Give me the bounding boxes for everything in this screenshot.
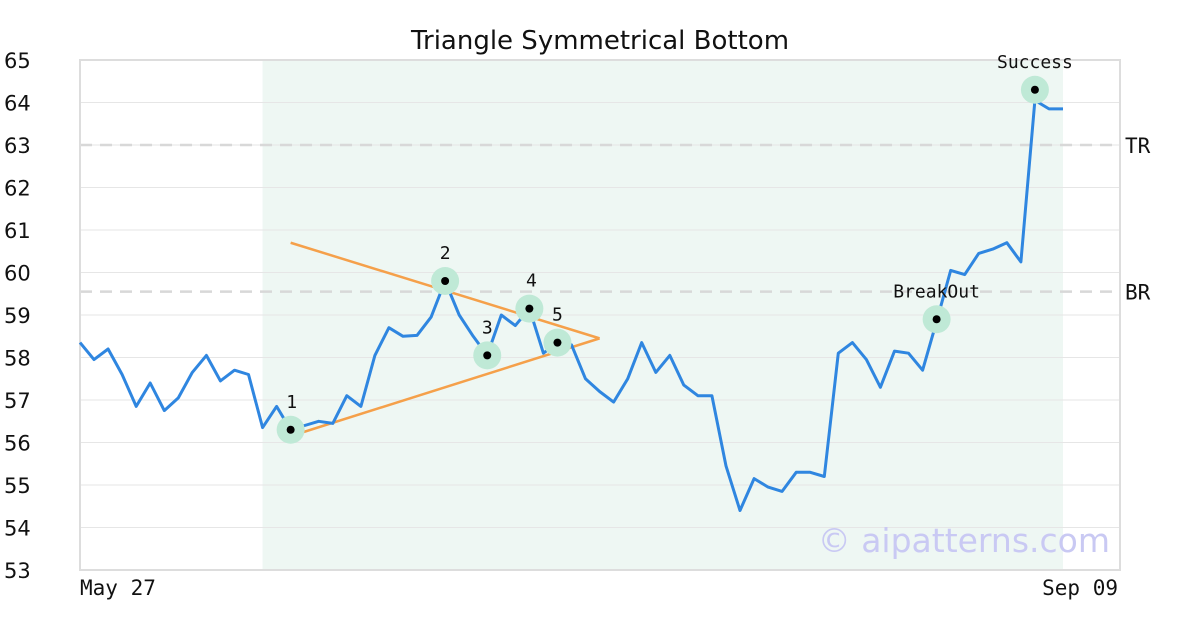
y-tick-label: 53 [4,559,31,583]
y-tick-label: 56 [4,432,31,456]
reference-line-label: TR [1125,134,1151,158]
y-tick-label: 64 [4,92,31,116]
point-marker [286,425,295,434]
point-label: BreakOut [893,281,980,302]
point-label: 3 [482,317,493,338]
watermark: © aipatterns.com [818,521,1110,560]
point-label: 5 [552,305,563,326]
point-marker [1030,85,1039,94]
point-marker [932,315,941,324]
point-label: 1 [286,392,297,413]
point-marker [553,338,562,347]
x-axis: May 27 Sep 09 [80,576,1118,600]
trendline [290,337,600,438]
plot-frame [79,59,1121,571]
y-tick-label: 62 [4,177,31,201]
y-tick-label: 58 [4,347,31,371]
y-tick-label: 54 [4,517,31,541]
y-tick-label: 55 [4,474,31,498]
y-tick-label: 57 [4,389,31,413]
y-tick-label: 63 [4,134,31,158]
x-tick-label: Sep 09 [1042,576,1118,600]
y-tick-label: 60 [4,262,31,286]
y-axis: 53 54 55 56 57 58 59 60 61 62 63 64 65 [4,49,31,583]
y-tick-label: 65 [4,49,31,73]
price-line [78,98,1063,512]
x-tick-label: May 27 [80,576,156,600]
pattern-points: 1 2 3 45 BreakOut Success [276,52,1073,444]
point-label: Success [997,52,1073,73]
y-tick-label: 61 [4,219,31,243]
point-label: 4 [526,271,537,292]
chart-title: Triangle Symmetrical Bottom [410,26,789,56]
reference-lines: TR BR [80,134,1151,305]
point-marker [483,351,492,360]
y-tick-label: 59 [4,304,31,328]
point-marker [441,277,450,285]
reference-line-label: BR [1125,281,1151,305]
point-marker [525,304,534,313]
point-label: 2 [440,243,451,264]
